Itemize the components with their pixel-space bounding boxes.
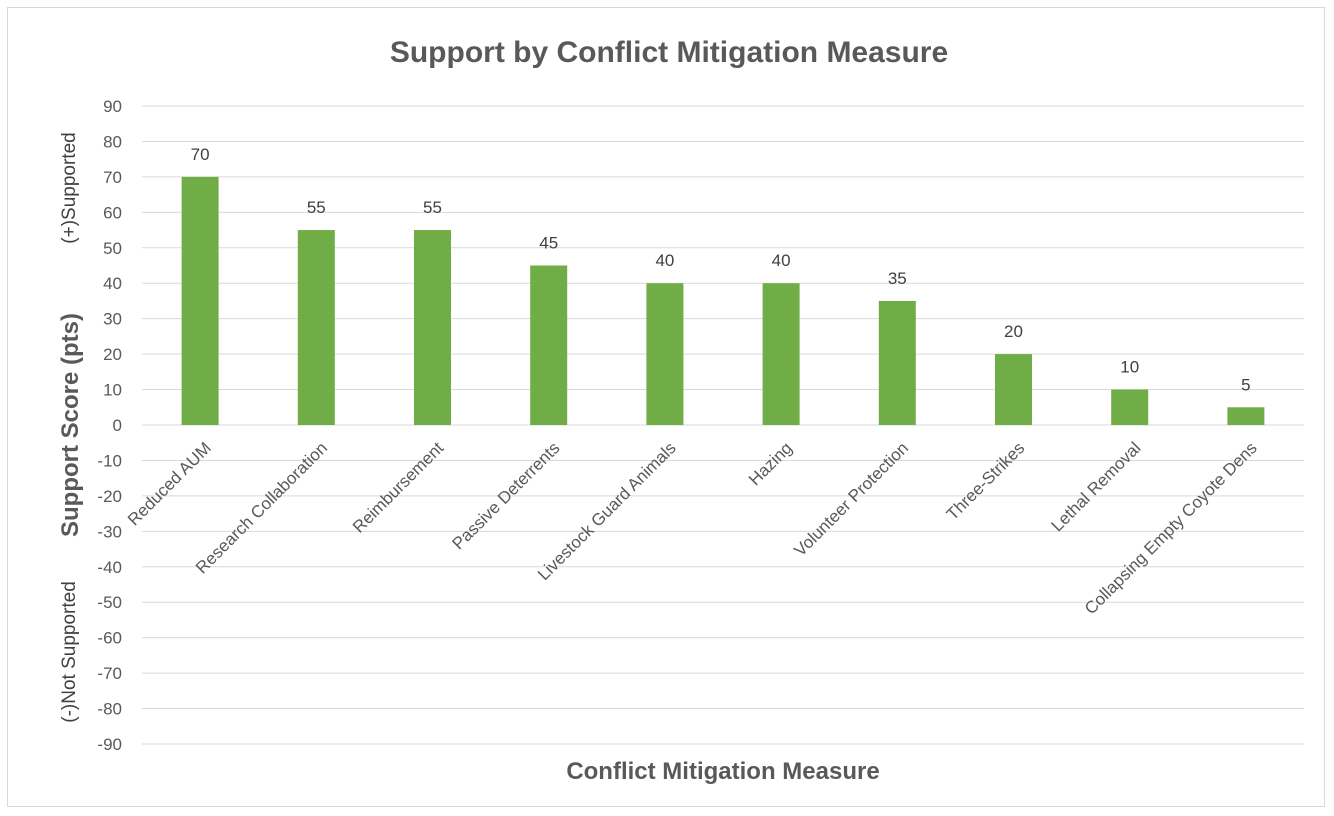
y-tick-label: 60 (103, 203, 122, 222)
bar (1227, 407, 1265, 425)
y-tick-label: -50 (97, 593, 122, 612)
y-tick-label: -40 (97, 558, 122, 577)
y-tick-label: 50 (103, 239, 122, 258)
y-tick-label: 80 (103, 132, 122, 151)
y-axis-title: Support Score (pts) (57, 313, 84, 537)
y-tick-label: 10 (103, 381, 122, 400)
bar (1111, 389, 1149, 425)
bar (995, 354, 1032, 425)
data-label: 70 (191, 145, 210, 164)
data-label: 55 (307, 198, 326, 217)
bar (762, 283, 800, 425)
y-tick-label: 0 (113, 416, 122, 435)
category-label: Reduced AUM (124, 438, 215, 529)
y-axis-ticks: -90 -80 -70 -60 -50 -40 -30 -20 -10 0 10 20 30 40 50 60… (97, 97, 122, 754)
y-axis-negative-label: (-)Not Supported (59, 581, 80, 723)
y-tick-label: -90 (97, 735, 122, 754)
category-label: Three-Strikes (943, 438, 1029, 524)
bars (181, 176, 1265, 425)
category-label: Lethal Removal (1048, 438, 1145, 535)
data-label: 55 (423, 198, 442, 217)
y-tick-label: -70 (97, 664, 122, 683)
data-label: 35 (888, 269, 907, 288)
bar (414, 230, 451, 425)
data-label: 20 (1004, 322, 1023, 341)
y-tick-label: 30 (103, 310, 122, 329)
chart-title: Support by Conflict Mitigation Measure (390, 36, 948, 69)
data-label: 5 (1241, 375, 1250, 394)
data-label: 40 (772, 251, 791, 270)
y-tick-label: -30 (97, 522, 122, 541)
bar (878, 300, 916, 425)
category-label: Reimbursement (349, 438, 447, 536)
y-tick-label: -20 (97, 487, 122, 506)
data-label: 40 (655, 251, 674, 270)
gridlines (142, 105, 1304, 745)
data-labels: 70 55 55 45 40 40 35 20 10 5 (191, 145, 1251, 394)
x-axis-title: Conflict Mitigation Measure (566, 758, 879, 785)
y-tick-label: -10 (97, 451, 122, 470)
category-label: Research Collaboration (192, 438, 331, 577)
y-tick-label: 90 (103, 97, 122, 116)
y-tick-label: 40 (103, 274, 122, 293)
category-label: Hazing (745, 438, 796, 489)
bar (297, 230, 335, 425)
y-tick-label: -80 (97, 700, 122, 719)
y-axis-positive-label: (+)Supported (59, 132, 80, 243)
data-label: 10 (1120, 358, 1139, 377)
bar (181, 176, 219, 425)
bar (646, 283, 684, 425)
y-tick-label: 20 (103, 345, 122, 364)
y-tick-label: 70 (103, 168, 122, 187)
y-tick-label: -60 (97, 629, 122, 648)
category-label: Volunteer Protection (790, 438, 912, 560)
bar (530, 265, 568, 425)
data-label: 45 (539, 234, 558, 253)
